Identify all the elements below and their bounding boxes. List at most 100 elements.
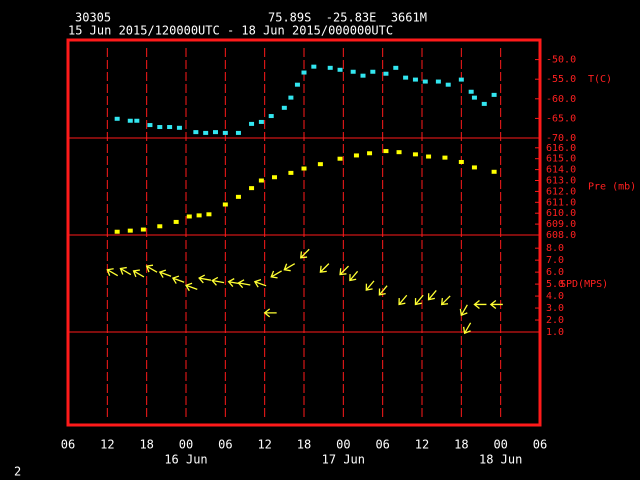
y-tick-label: 4.0 xyxy=(546,291,564,302)
y-tick-label: 610.0 xyxy=(546,208,576,219)
x-tick-label: 06 xyxy=(61,438,75,452)
wind-arrow xyxy=(414,294,424,306)
data-point xyxy=(317,162,323,167)
wind-arrow xyxy=(349,270,359,282)
data-point xyxy=(337,67,343,72)
wind-arrow xyxy=(339,265,350,276)
y-tick-label: 6.0 xyxy=(546,267,564,278)
data-point xyxy=(258,119,264,124)
x-tick-label: 06 xyxy=(218,438,232,452)
data-point xyxy=(481,101,487,106)
data-point xyxy=(442,155,448,160)
x-tick-label: 12 xyxy=(257,438,271,452)
data-point xyxy=(281,105,287,110)
data-point xyxy=(367,151,373,156)
data-point xyxy=(471,165,477,170)
data-point xyxy=(327,65,333,70)
wind-arrow xyxy=(459,304,468,317)
x-tick-label: 18 xyxy=(297,438,311,452)
data-point xyxy=(458,77,464,82)
x-tick-label: 12 xyxy=(415,438,429,452)
data-point xyxy=(383,149,389,154)
location: 75.89S -25.83E 3661M xyxy=(268,11,427,25)
y-tick-label: -50.0 xyxy=(546,55,576,66)
y-tick-label: 609.0 xyxy=(546,219,576,230)
y-tick-label: 8.0 xyxy=(546,243,564,254)
data-point xyxy=(393,65,399,70)
data-point xyxy=(288,170,294,175)
y-tick-label: 3.0 xyxy=(546,303,564,314)
data-point xyxy=(412,77,418,82)
x-tick-label: 18 xyxy=(139,438,153,452)
y-tick-label: 616.0 xyxy=(546,143,576,154)
wind-arrow xyxy=(489,299,503,309)
data-point xyxy=(167,125,173,130)
data-point xyxy=(249,186,255,191)
data-point xyxy=(157,125,163,130)
data-point xyxy=(206,212,212,217)
panel-label: Pre (mb) xyxy=(588,182,636,193)
y-tick-label: 2.0 xyxy=(546,315,564,326)
x-tick-label: 00 xyxy=(493,438,507,452)
y-tick-label: -65.0 xyxy=(546,113,576,124)
data-point xyxy=(301,70,307,75)
data-point xyxy=(222,130,228,135)
data-point xyxy=(422,79,428,84)
data-point xyxy=(114,116,120,121)
y-tick-label: 615.0 xyxy=(546,154,576,165)
y-tick-label: 613.0 xyxy=(546,176,576,187)
wind-arrow xyxy=(145,264,158,273)
data-point xyxy=(288,95,294,100)
x-tick-label: 06 xyxy=(375,438,389,452)
date-label: 17 Jun xyxy=(322,453,365,467)
wind-arrow xyxy=(106,268,119,277)
data-point xyxy=(134,118,140,123)
y-tick-label: 614.0 xyxy=(546,165,576,176)
data-point xyxy=(360,73,366,78)
date-label: 16 Jun xyxy=(164,453,207,467)
panel-label: SPD(MPS) xyxy=(560,279,608,290)
wind-arrow xyxy=(198,274,212,284)
data-point xyxy=(213,130,218,135)
date-label: 18 Jun xyxy=(479,453,522,467)
wind-arrow xyxy=(263,308,277,318)
panel-label: T(C) xyxy=(588,74,612,85)
data-point xyxy=(311,64,317,69)
wind-arrow xyxy=(171,275,185,284)
x-tick-label: 18 xyxy=(454,438,468,452)
data-point xyxy=(353,153,359,158)
data-point xyxy=(471,95,477,100)
data-point xyxy=(435,79,441,84)
wind-arrow xyxy=(237,279,251,289)
wind-arrow xyxy=(427,290,437,301)
frame xyxy=(66,38,542,427)
data-point xyxy=(491,92,497,97)
data-point xyxy=(127,228,133,233)
data-point xyxy=(127,118,133,123)
wind-arrow xyxy=(463,322,472,335)
y-tick-label: 5.0 xyxy=(546,279,564,290)
data-point xyxy=(294,82,300,87)
data-point xyxy=(426,154,432,159)
data-point xyxy=(114,229,120,234)
wind-arrow xyxy=(185,282,198,292)
data-point xyxy=(268,114,274,119)
data-point xyxy=(258,178,264,183)
x-tick-label: 00 xyxy=(179,438,193,452)
data-point xyxy=(412,152,418,157)
data-point xyxy=(458,159,464,164)
y-tick-label: 7.0 xyxy=(546,255,564,266)
data-point xyxy=(193,130,199,135)
data-point xyxy=(468,89,474,94)
data-point xyxy=(173,219,179,224)
y-tick-label: 611.0 xyxy=(546,197,576,208)
wind-arrow xyxy=(283,263,296,272)
data-point xyxy=(147,123,153,128)
data-point xyxy=(491,169,497,174)
data-point xyxy=(157,224,163,229)
wind-arrow xyxy=(319,263,330,273)
wind-arrow xyxy=(299,248,310,259)
wind-arrow xyxy=(119,266,132,276)
station: 30305 xyxy=(75,11,111,25)
